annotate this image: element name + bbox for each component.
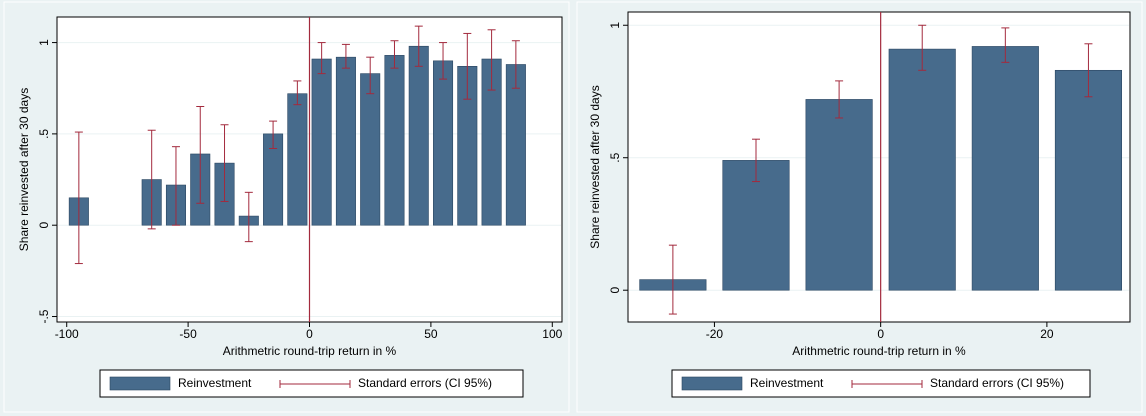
bar [408,45,429,226]
error-bar [1001,27,1010,63]
error-bar [751,138,760,183]
x-tick-label: 0 [877,327,884,341]
y-tick-label: .5 [37,129,51,139]
error-bar [293,80,302,106]
error-bar [74,131,83,265]
legend-swatch [681,376,743,391]
error-bar [463,32,472,100]
y-axis-label: Share reinvested after 30 days [17,88,31,251]
legend-swatch [109,376,171,391]
x-axis-label: Arithmetric round-trip return in % [792,344,966,358]
chart-panel: 0 .5 1 -20 0 20 Arithmetric round-trip return … [588,11,1131,398]
bar [433,60,454,226]
x-tick-label: 20 [1040,327,1054,341]
x-tick-label: 100 [542,327,562,341]
error-bar [487,29,496,91]
y-tick-label: 1 [37,39,51,46]
error-bar [1084,43,1093,98]
legend-label: Standard errors (CI 95%) [930,376,1064,390]
error-bar [414,25,423,67]
error-bar [341,43,350,69]
error-bar [439,42,448,80]
y-tick-label: .5 [608,152,622,162]
bar [384,55,405,226]
x-tick-label: -20 [706,327,724,341]
legend-label: Standard errors (CI 95%) [358,376,492,390]
error-bar [220,124,229,202]
error-bar [171,146,180,226]
y-axis-label: Share reinvested after 30 days [588,85,602,248]
y-tick-label: 0 [608,287,622,294]
error-bar [668,244,677,315]
bar [805,99,873,291]
x-axis-label: Arithmetric round-trip return in % [223,344,397,358]
bar [360,73,381,226]
error-bar [196,105,205,204]
bar [335,56,356,226]
bar [287,93,308,226]
legend-label: Reinvestment [750,376,824,390]
error-bar [511,40,520,89]
y-tick-label: 1 [608,22,622,29]
legend-label: Reinvestment [178,376,252,390]
x-tick-label: -50 [179,327,197,341]
x-tick-label: 0 [306,327,313,341]
error-bar [918,24,927,71]
chart-panel: -.5 0 .5 1 -100 -50 0 50 100 Arithmetric round-tr… [17,16,563,398]
y-tick-label: -.5 [37,309,51,323]
bar [1054,69,1122,291]
error-bar [835,80,844,119]
y-tick-label: 0 [37,222,51,229]
error-bar [317,42,326,75]
error-bar [147,129,156,230]
x-tick-label: -100 [55,327,79,341]
bar [888,48,956,291]
bar [311,58,332,226]
plot-area [627,11,1131,323]
error-bar [244,191,253,243]
error-bar [366,56,375,95]
x-tick-label: 50 [424,327,438,341]
error-bar [269,120,278,149]
error-bar [390,40,399,69]
bar [971,46,1039,291]
